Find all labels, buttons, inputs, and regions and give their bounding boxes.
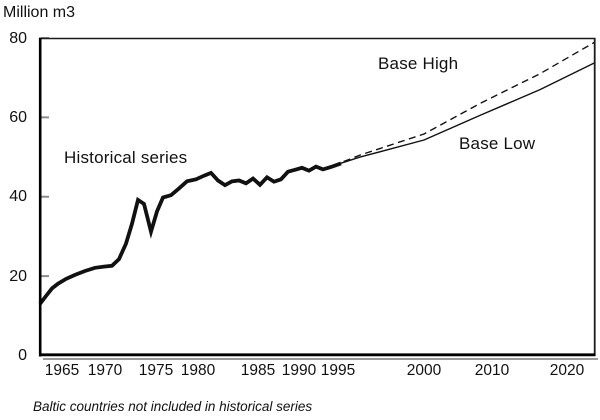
x-tick-label: 1975 xyxy=(138,362,174,379)
base-high-label: Base High xyxy=(378,54,459,73)
x-tick-label: 1995 xyxy=(320,362,356,379)
base-low-line xyxy=(332,61,596,167)
y-tick-label: 80 xyxy=(9,29,27,47)
y-tick-label: 40 xyxy=(9,188,27,206)
x-tick-label: 2000 xyxy=(406,362,442,379)
historical-series-label: Historical series xyxy=(64,148,188,167)
base-high-line xyxy=(332,41,596,167)
historical-series-line xyxy=(38,161,342,306)
y-tick-label: 60 xyxy=(9,108,27,126)
y-tick-label: 0 xyxy=(18,347,27,364)
x-tick-label: 1965 xyxy=(44,362,80,379)
footnote: Baltic countries not included in histori… xyxy=(33,399,313,414)
y-axis-title: Million m3 xyxy=(3,4,76,21)
y-tick-label: 20 xyxy=(9,267,27,285)
x-tick-label: 1985 xyxy=(240,362,276,379)
x-tick-label: 1980 xyxy=(180,362,216,379)
x-tick-label: 1990 xyxy=(281,362,317,379)
x-tick-label: 1970 xyxy=(87,362,123,379)
x-tick-label: 2010 xyxy=(474,362,510,379)
x-tick-label: 2020 xyxy=(549,362,585,379)
base-low-label: Base Low xyxy=(459,134,536,153)
